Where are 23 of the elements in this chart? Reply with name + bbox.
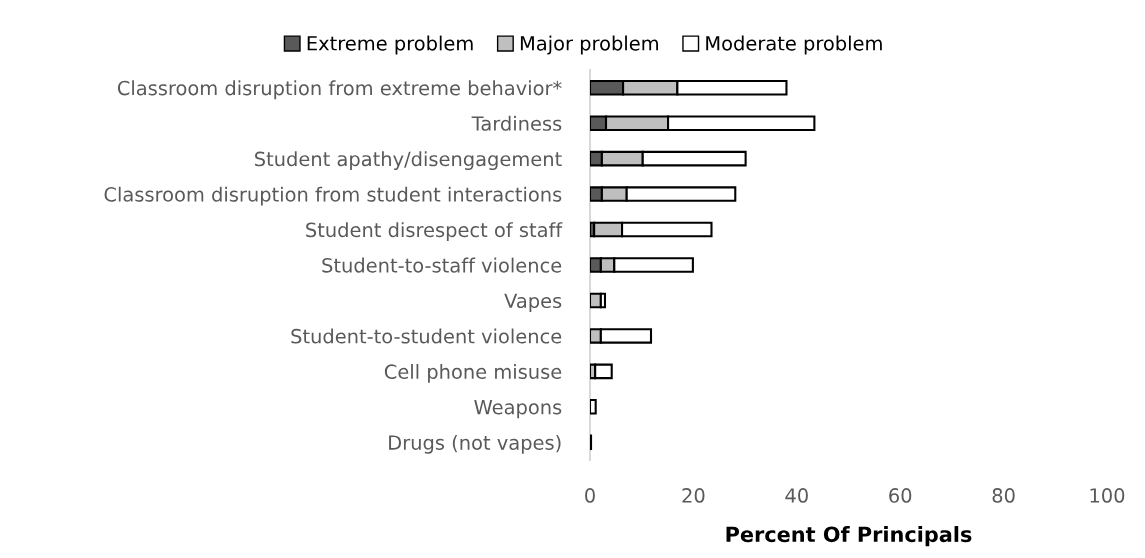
x-tick-label: 100 [1090,488,1125,503]
y-tick-label: Classroom disruption from extreme behavior* [117,80,562,100]
x-tick-label: 40 [785,488,808,503]
y-tick-label: Student-to-student violence [291,328,562,344]
y-tick-label: Student-to-staff violence [322,257,562,273]
y-tick-label: Student apathy/disengagement [255,151,562,171]
y-tick-label: Vapes [504,293,562,312]
legend-label: Major problem [520,35,658,55]
y-tick-label: Student disrespect of staff [306,222,563,241]
x-axis-title: Percent Of Principals [726,526,972,547]
x-tick-label: 80 [992,488,1015,503]
bar [594,363,613,380]
bar [590,399,597,415]
x-tick-label: 0 [585,488,595,503]
y-tick-label: Cell phone misuse [384,363,562,383]
legend-label: Moderate problem [706,35,882,55]
y-tick-label: Weapons [474,400,562,419]
y-tick-label: Tardiness [471,115,562,131]
y-tick-label: Classroom disruption from student interactions [104,186,562,206]
y-tick-label: Drugs (not vapes) [389,434,561,454]
x-tick-label: 60 [889,488,912,503]
legend-label: Extreme problem [307,35,473,55]
x-tick-label: 20 [682,488,705,503]
